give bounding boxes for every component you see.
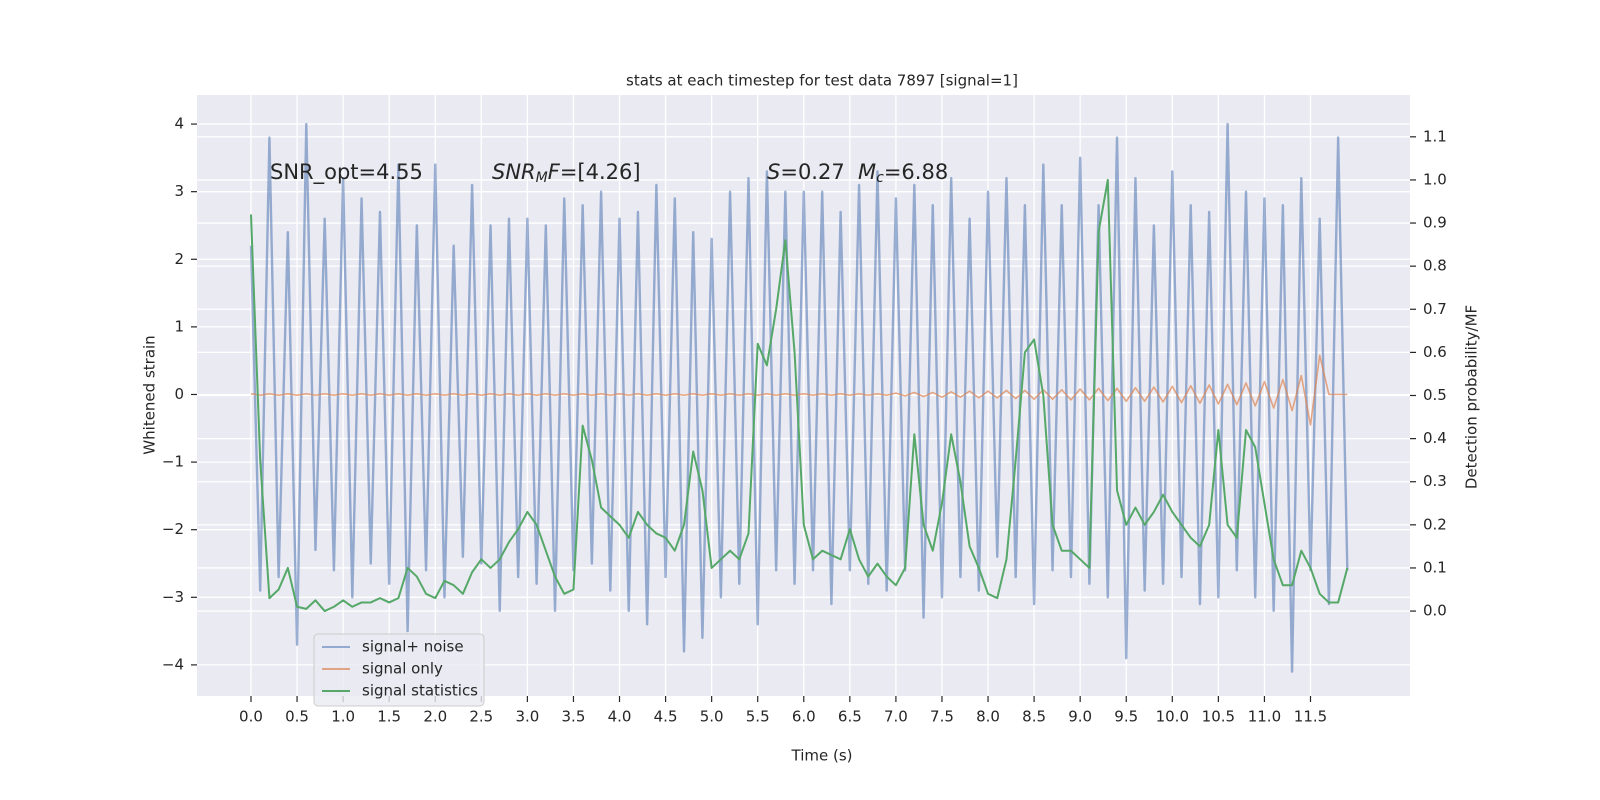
y2-tick-label: 0.6 — [1423, 343, 1447, 361]
x-tick-label: 6.5 — [838, 708, 862, 726]
annotation: S=0.27 — [767, 160, 845, 184]
y-tick-label: −4 — [162, 655, 184, 673]
annotation: SNRMF=[4.26] — [492, 160, 641, 186]
y-tick-label: −3 — [162, 588, 184, 606]
x-tick-label: 11.0 — [1248, 708, 1281, 726]
lines — [249, 122, 1349, 673]
y-tick-label: 1 — [174, 317, 184, 335]
annotation-part: =0.27 — [780, 160, 844, 184]
x-tick-label: 0.0 — [239, 708, 263, 726]
x-tick-label: 3.5 — [562, 708, 586, 726]
y-tick-label: −2 — [162, 520, 184, 538]
series-line — [249, 178, 1349, 613]
y-tick-label: 0 — [174, 385, 184, 403]
y2-tick-label: 0.3 — [1423, 472, 1447, 490]
annotation-part: =[4.26] — [560, 160, 641, 184]
y2-axis-label: Detection probability/MF — [1463, 305, 1481, 489]
legend: signal+ noise signal only signal statistic… — [313, 633, 485, 707]
y2-tick-label: 1.1 — [1423, 127, 1447, 145]
x-tick-label: 4.5 — [654, 708, 678, 726]
x-tick-label: 1.0 — [331, 708, 355, 726]
x-tick-label: 5.5 — [746, 708, 770, 726]
legend-label: signal only — [362, 660, 443, 678]
annotation-part: S — [767, 160, 780, 184]
chart-title: stats at each timestep for test data 789… — [626, 72, 1018, 90]
x-tick-label: 7.0 — [884, 708, 908, 726]
x-tick-label: 10.5 — [1202, 708, 1235, 726]
annotation-part: SNR — [492, 160, 536, 184]
x-tick-label: 9.5 — [1114, 708, 1138, 726]
y2-tick-label: 0.1 — [1423, 558, 1447, 576]
y2-tick-label: 0.8 — [1423, 257, 1447, 275]
x-tick-label: 3.0 — [515, 708, 539, 726]
y2-tick-label: 0.5 — [1423, 386, 1447, 404]
x-tick-label: 8.0 — [976, 708, 1000, 726]
x-tick-label: 11.5 — [1294, 708, 1327, 726]
legend-box — [313, 633, 485, 707]
y2-tick-label: 1.0 — [1423, 170, 1447, 188]
x-tick-label: 7.5 — [930, 708, 954, 726]
series-line — [249, 122, 1349, 673]
x-tick-label: 9.0 — [1068, 708, 1092, 726]
annotation-part: F — [548, 160, 561, 184]
x-tick-label: 8.5 — [1022, 708, 1046, 726]
annotation-part: M — [858, 160, 876, 184]
annotation-part: SNR_opt=4.55 — [270, 160, 423, 185]
y-tick-label: −1 — [162, 453, 184, 471]
y-tick-label: 2 — [174, 250, 184, 268]
x-tick-label: 1.5 — [377, 708, 401, 726]
series-line — [250, 354, 1348, 426]
x-axis-label: Time (s) — [791, 747, 853, 765]
y2-tick-label: 0.7 — [1423, 300, 1447, 318]
y2-tick-label: 0.9 — [1423, 214, 1447, 232]
annotation-part: M — [536, 170, 548, 186]
annotation-part: =6.88 — [884, 160, 948, 184]
x-tick-label: 5.0 — [700, 708, 724, 726]
labels: 0.0 0.5 1.0 1.5 2.0 2.5 3.0 3.5 4.0 4.5 5.0 5.5 6.0 6… — [162, 115, 1447, 726]
x-tick-label: 4.0 — [608, 708, 632, 726]
legend-label: signal+ noise — [362, 638, 464, 656]
y-tick-label: 4 — [174, 115, 184, 133]
y2-tick-label: 0.4 — [1423, 429, 1447, 447]
annotation: Mc=6.88 — [858, 160, 948, 186]
x-tick-label: 2.5 — [469, 708, 493, 726]
x-tick-label: 0.5 — [285, 708, 309, 726]
legend-label: signal statistics — [362, 682, 478, 700]
x-tick-label: 10.0 — [1156, 708, 1189, 726]
annotation: SNR_opt=4.55 — [270, 160, 423, 185]
annotation-part: c — [876, 170, 884, 186]
y-tick-label: 3 — [174, 182, 184, 200]
y2-tick-label: 0.2 — [1423, 515, 1447, 533]
y2-tick-label: 0.0 — [1423, 602, 1447, 620]
y-axis-label: Whitened strain — [141, 335, 159, 454]
x-tick-label: 6.0 — [792, 708, 816, 726]
x-tick-label: 2.0 — [423, 708, 447, 726]
